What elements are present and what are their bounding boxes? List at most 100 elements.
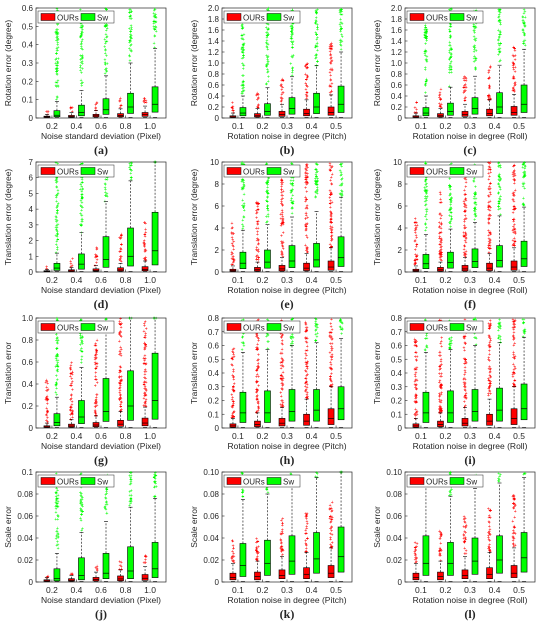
outlier-point: + [439, 242, 442, 248]
outlier-point: + [55, 56, 58, 62]
outlier-point: + [291, 193, 294, 199]
outlier-point: + [513, 206, 516, 212]
legend-label-sw: Sw [283, 14, 294, 23]
outlier-point: + [81, 349, 84, 355]
outlier-point: + [512, 164, 515, 170]
outlier-point: + [106, 176, 109, 182]
outlier-point: + [415, 221, 418, 227]
outlier-point: + [450, 335, 453, 341]
outlier-point: + [255, 93, 258, 99]
outlier-point: + [129, 14, 132, 20]
outlier-point: + [56, 247, 59, 253]
outlier-point: + [257, 249, 260, 255]
outlier-point: + [129, 14, 132, 20]
outlier-point: + [56, 204, 59, 210]
outlier-point: + [55, 194, 58, 200]
outlier-point: + [56, 222, 59, 228]
y-tick-label: 0.6 [391, 81, 403, 90]
outlier-point: + [474, 58, 477, 64]
outlier-point: + [266, 179, 269, 185]
box-sw [151, 86, 159, 113]
outlier-point: + [425, 225, 428, 231]
outlier-point: + [282, 247, 285, 253]
outlier-point: + [512, 60, 515, 66]
outlier-point: + [463, 220, 466, 226]
outlier-point: + [341, 181, 344, 187]
outlier-point: + [315, 181, 318, 187]
outlier-point: + [415, 107, 418, 113]
outlier-point: + [241, 24, 244, 30]
outlier-point: + [306, 172, 309, 178]
outlier-point: + [46, 410, 49, 416]
outlier-point: + [314, 56, 317, 62]
y-tick-label: 0.02 [386, 556, 402, 565]
outlier-point: + [425, 34, 428, 40]
outlier-point: + [143, 361, 146, 367]
outlier-point: + [46, 410, 49, 416]
outlier-point: + [440, 252, 443, 258]
outlier-point: + [144, 401, 147, 407]
outlier-point: + [130, 48, 133, 54]
outlier-point: + [473, 54, 476, 60]
outlier-point: + [81, 161, 84, 167]
legend-label-ours: OURs [243, 14, 265, 23]
outlier-point: + [104, 48, 107, 54]
outlier-point: + [512, 86, 515, 92]
outlier-point: + [449, 191, 452, 197]
outlier-point: + [103, 24, 106, 30]
outlier-point: + [463, 84, 466, 90]
outlier-point: + [232, 231, 235, 237]
outlier-point: + [56, 68, 59, 74]
outlier-point: + [45, 378, 48, 384]
outlier-point: + [242, 63, 245, 69]
outlier-point: + [511, 372, 514, 378]
outlier-point: + [328, 84, 331, 90]
outlier-point: + [104, 60, 107, 66]
outlier-point: + [71, 411, 74, 417]
outlier-point: + [330, 230, 333, 236]
outlier-point: + [465, 177, 468, 183]
outlier-point: + [266, 182, 269, 188]
outlier-point: + [440, 241, 443, 247]
outlier-point: + [329, 219, 332, 225]
y-tick-label: 0.04 [386, 534, 402, 543]
outlier-point: + [489, 232, 492, 238]
outlier-point: + [464, 208, 467, 214]
outlier-point: + [105, 66, 108, 72]
outlier-point: + [144, 390, 147, 396]
outlier-point: + [118, 332, 121, 338]
outlier-point: + [331, 67, 334, 73]
outlier-point: + [464, 197, 467, 203]
outlier-point: + [521, 181, 524, 187]
outlier-point: + [424, 179, 427, 185]
outlier-point: + [56, 38, 59, 44]
y-tick-label: 1.0 [391, 59, 403, 68]
box-sw [102, 378, 110, 422]
outlier-point: + [144, 333, 147, 339]
chart-panel-c: 00.20.40.60.81.01.21.41.61.82.00.1 0.2 0.3… [372, 4, 536, 157]
outlier-point: + [512, 87, 515, 93]
y-tick-label: 0.1 [22, 96, 34, 105]
outlier-point: + [56, 61, 59, 67]
outlier-point: + [281, 210, 284, 216]
outlier-point: + [289, 191, 292, 197]
outlier-point: + [243, 201, 246, 207]
outlier-point: + [304, 224, 307, 230]
outlier-point: + [79, 25, 82, 31]
x-tick-label: 0.3 [464, 121, 476, 131]
outlier-point: + [473, 24, 476, 30]
outlier-point: + [95, 414, 98, 420]
outlier-point: + [523, 166, 526, 172]
outlier-point: + [450, 52, 453, 58]
outlier-point: + [488, 208, 491, 214]
outlier-point: + [119, 388, 122, 394]
outlier-point: + [440, 254, 443, 260]
outlier-point: + [514, 54, 517, 60]
y-tick-label: 0 [29, 114, 34, 123]
outlier-point: + [144, 368, 147, 374]
box-sw [288, 245, 296, 268]
y-axis-label: Translation error (degree) [372, 169, 382, 266]
outlier-point: + [104, 181, 107, 187]
box-ours [327, 260, 335, 271]
outlier-point: + [79, 332, 82, 338]
